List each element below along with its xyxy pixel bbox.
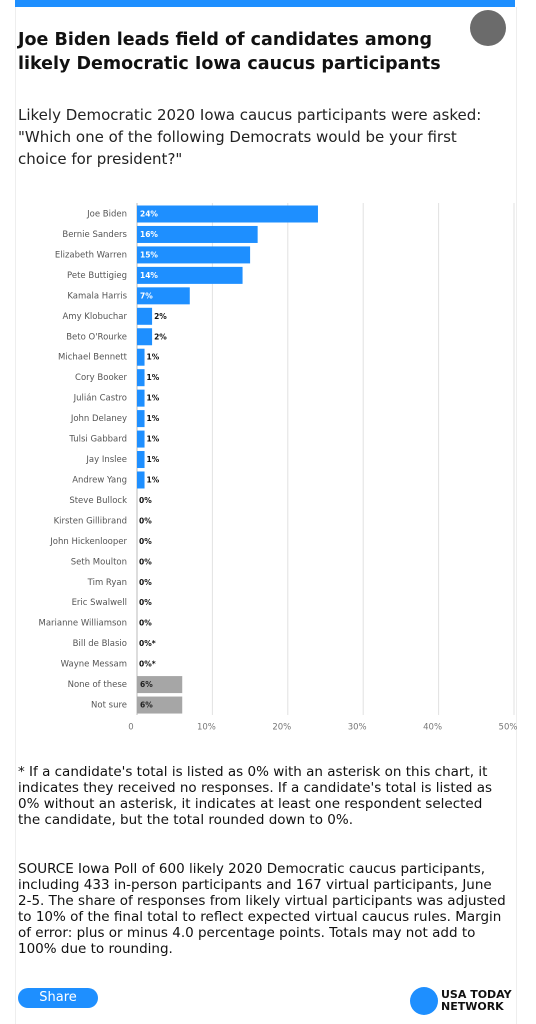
category-label: Tim Ryan [87,578,127,588]
category-label: Joe Biden [86,210,127,220]
bar [137,369,145,387]
category-label: Elizabeth Warren [55,250,127,260]
category-label: None of these [68,680,127,690]
value-label: 0% [139,537,152,546]
value-label: 2% [154,312,167,321]
value-label: 7% [140,291,153,300]
value-label: 15% [140,250,158,259]
value-label: 0% [139,619,152,628]
logo-line: NETWORK [441,1000,504,1013]
value-label: 1% [147,435,160,444]
value-label: 1% [147,475,160,484]
bar [137,348,145,366]
bar [137,246,251,264]
source-note: SOURCE Iowa Poll of 600 likely 2020 Demo… [18,861,506,957]
bar [137,287,190,305]
frame [15,7,517,1024]
category-label: John Delaney [70,414,127,424]
bar [137,307,153,325]
logo-line: USA TODAY [441,988,512,1001]
value-label: 24% [140,210,158,219]
category-label: Andrew Yang [72,475,127,485]
value-label: 6% [140,680,153,689]
bar [137,676,183,694]
category-label: Steve Bullock [69,496,127,506]
logo-mark [410,987,438,1015]
category-label: Marianne Williamson [39,619,127,629]
subtitle: Likely Democratic 2020 Iowa caucus parti… [18,106,482,168]
category-label: Wayne Messam [61,660,127,670]
title: Joe Biden leads field of candidates amon… [18,30,441,74]
category-label: Beto O'Rourke [66,332,127,342]
chart: 0 10% 20% 30% 40% 50% Joe Biden 24% Bernie Sande… [39,203,518,733]
value-label: 0% [139,496,152,505]
category-label: John Hickenlooper [49,537,127,547]
footnote: * If a candidate's total is listed as 0%… [18,764,493,828]
x-tick-label: 30% [348,723,367,733]
x-tick-label: 10% [197,723,216,733]
value-label: 2% [154,332,167,341]
category-label: Michael Bennett [58,353,128,363]
bar [137,410,145,428]
value-label: 0% [139,578,152,587]
bar [137,389,145,407]
value-label: 0% [139,598,152,607]
value-label: 14% [140,271,158,280]
share-button[interactable]: Share [18,988,98,1008]
bar [137,328,153,346]
top-bar [15,0,515,7]
category-label: Jay Inslee [85,455,127,465]
bar [137,696,183,714]
category-label: Seth Moulton [71,557,127,567]
x-tick-label: 40% [423,723,442,733]
category-label: Kamala Harris [67,291,127,301]
bar [137,205,318,223]
value-label: 1% [147,414,160,423]
category-label: Cory Booker [75,373,127,383]
bar [137,451,145,469]
value-label: 1% [147,455,160,464]
value-label: 0%* [139,639,156,648]
value-label: 0% [139,516,152,525]
value-label: 1% [147,394,160,403]
category-label: Julián Castro [73,394,127,404]
bar [137,471,145,489]
category-label: Eric Swalwell [72,598,127,608]
bar [137,266,243,284]
x-tick-label: 20% [272,723,291,733]
value-label: 1% [147,353,160,362]
value-label: 0% [139,557,152,566]
value-label: 16% [140,230,158,239]
category-label: Bernie Sanders [62,230,127,240]
value-label: 6% [140,701,153,710]
bar [137,225,258,243]
value-label: 0%* [139,660,156,669]
value-label: 1% [147,373,160,382]
logo: USA TODAY NETWORK [441,989,512,1013]
bar [137,430,145,448]
category-label: Pete Buttigieg [67,271,127,281]
category-label: Not sure [91,701,127,711]
category-label: Kirsten Gillibrand [54,516,127,526]
x-tick-label: 0 [128,723,133,733]
category-label: Bill de Blasio [73,639,127,649]
share-icon[interactable] [470,10,506,46]
category-label: Amy Klobuchar [62,312,127,322]
category-label: Tulsi Gabbard [68,435,127,445]
x-tick-label: 50% [499,723,518,733]
